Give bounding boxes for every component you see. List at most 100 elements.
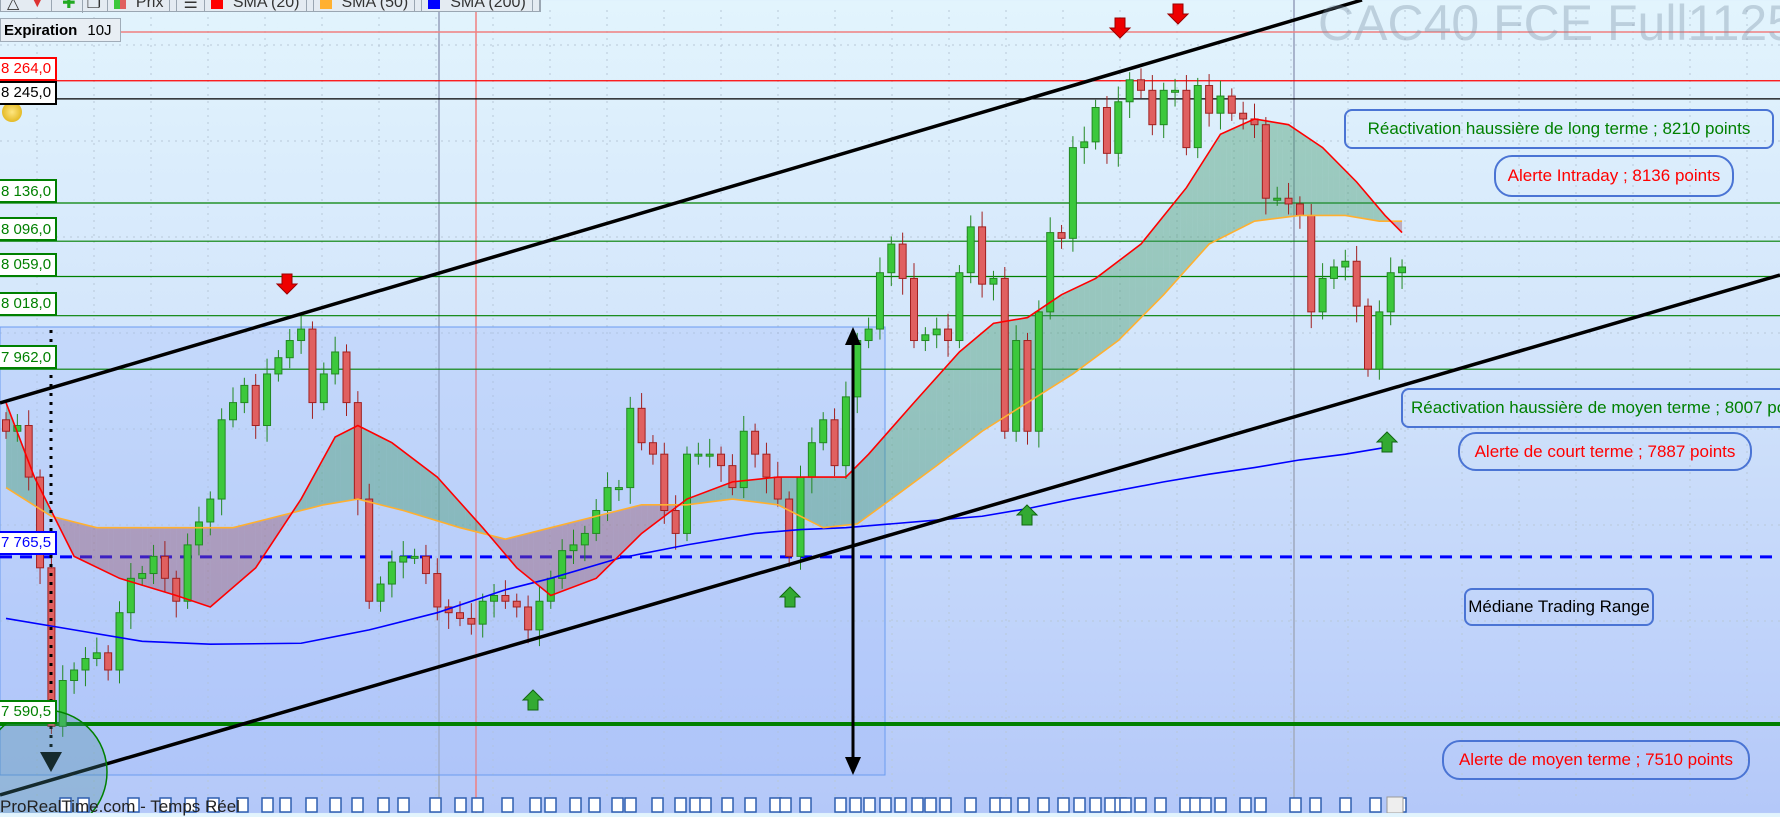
sma-cloud-fill: [721, 484, 727, 501]
candle-body: [217, 419, 226, 500]
annotation-medium-term-reactivation[interactable]: Réactivation haussière de moyen terme ; …: [1401, 388, 1780, 428]
candle-body: [183, 544, 192, 602]
sma-cloud-fill: [1277, 122, 1283, 219]
sma20-swatch-icon: [210, 0, 223, 9]
candle-body: [1364, 305, 1372, 370]
legend-sma50-label: SMA (50): [336, 0, 416, 12]
note-icon: [397, 797, 410, 813]
price-level-label[interactable]: 8 096,0: [0, 217, 58, 242]
sma-cloud-fill: [267, 517, 273, 551]
note-icon: [305, 797, 318, 813]
price-level-label[interactable]: 8 018,0: [0, 291, 58, 316]
expiration-value: 10J: [87, 21, 112, 39]
sma-cloud-fill: [204, 527, 211, 607]
sma-cloud-fill: [448, 489, 455, 526]
price-level-label[interactable]: 8 059,0: [0, 252, 58, 277]
sma-cloud-fill: [17, 432, 24, 499]
price-level-label[interactable]: 8 136,0: [0, 179, 58, 203]
note-icon: [588, 797, 601, 813]
price-level-label[interactable]: 8 264,0: [0, 56, 58, 81]
candle-body: [739, 430, 748, 489]
note-icon: [236, 797, 249, 813]
legend-price[interactable]: Prix: [108, 0, 178, 12]
sma-cloud-fill: [437, 477, 443, 523]
annotation-text: Réactivation haussière de long terme ; 8…: [1367, 119, 1751, 138]
sma20-line: [5, 118, 1403, 608]
footer-source: ProRealTime.com - Temps Réel: [0, 797, 240, 816]
note-icon: [744, 797, 757, 813]
annotation-intraday-alert[interactable]: Alerte Intraday ; 8136 points: [1494, 155, 1734, 197]
candle-body: [478, 600, 487, 625]
price-level-label[interactable]: 7 590,5: [0, 699, 58, 724]
sma-cloud-fill: [879, 434, 886, 508]
sma-cloud-fill: [85, 524, 92, 565]
sma-cloud-fill: [1084, 281, 1090, 366]
sell-arrow-icon: [1108, 17, 1132, 39]
price-level-label[interactable]: 8 245,0: [0, 80, 58, 105]
candle-body: [762, 453, 771, 478]
candle-body: [853, 340, 862, 398]
price-level-label[interactable]: 7 962,0: [0, 345, 58, 370]
sma-cloud-fill: [885, 428, 892, 504]
sma-cloud-fill: [1288, 124, 1295, 217]
expiration-box[interactable]: Expiration 10J: [0, 18, 121, 42]
candle-body: [1216, 95, 1225, 114]
note-icon: [624, 797, 637, 813]
price-level-label[interactable]: 7 765,5: [0, 530, 58, 555]
list-icon[interactable]: ☰: [177, 0, 205, 12]
sma-cloud-fill: [1282, 123, 1289, 218]
sma-cloud-fill: [896, 415, 903, 495]
note-icon: [1254, 797, 1267, 813]
candle-body: [1023, 340, 1032, 432]
sma-cloud-fill: [987, 323, 994, 428]
legend-sma200[interactable]: SMA (200): [422, 0, 540, 12]
note-icon: [454, 797, 467, 813]
buy-arrow-icon: [778, 586, 802, 608]
sma-cloud-fill: [363, 428, 370, 502]
legend-sma20[interactable]: SMA (20): [205, 0, 314, 12]
annotation-long-term-reactivation[interactable]: Réactivation haussière de long terme ; 8…: [1344, 109, 1774, 149]
candle-body: [229, 402, 237, 421]
alert-tools[interactable]: △ ▼ ✚ ❐: [1, 0, 108, 13]
sma-cloud-fill: [522, 533, 529, 578]
note-icon: [329, 797, 342, 813]
sma-cloud-fill: [1180, 187, 1187, 276]
candle-body: [92, 652, 101, 660]
sma-cloud-fill: [102, 527, 109, 573]
annotation-trading-range-median[interactable]: Médiane Trading Range: [1464, 588, 1654, 626]
sma-cloud-fill: [244, 523, 251, 578]
sma-cloud-fill: [993, 322, 1000, 425]
sma-cloud-fill: [108, 527, 114, 576]
annotation-text: Réactivation haussière de moyen terme ; …: [1411, 398, 1780, 417]
sma-cloud-fill: [1101, 269, 1107, 354]
sma-cloud-fill: [420, 464, 426, 518]
note-icon: [569, 797, 582, 813]
sma-cloud-fill: [125, 527, 131, 582]
sma-cloud-fill: [1089, 278, 1096, 362]
sma-cloud-fill: [817, 477, 824, 528]
sma-cloud-fill: [1055, 294, 1062, 385]
candle-body: [433, 573, 442, 608]
sma-cloud-fill: [755, 478, 761, 503]
sma-cloud-fill: [942, 364, 949, 462]
bell-icon[interactable]: [2, 102, 22, 122]
candle-body: [104, 652, 113, 671]
sma-cloud-fill: [823, 477, 829, 528]
note-icon: [894, 797, 907, 813]
sma-cloud-fill: [193, 527, 199, 604]
legend-sma50[interactable]: SMA (50): [314, 0, 423, 12]
candle-body: [308, 328, 317, 404]
sma-cloud-fill: [1226, 129, 1232, 236]
annotation-short-term-alert[interactable]: Alerte de court terme ; 7887 points: [1458, 432, 1752, 471]
candle-body: [1080, 141, 1089, 149]
sma-cloud-fill: [919, 389, 926, 479]
sma-cloud-fill: [1209, 143, 1215, 245]
candle-body: [717, 453, 726, 467]
annotation-medium-term-alert[interactable]: Alerte de moyen terme ; 7510 points: [1442, 740, 1750, 780]
annotation-text: Médiane Trading Range: [1468, 597, 1650, 616]
sell-arrow-icon: [1166, 3, 1190, 25]
candle-body: [149, 555, 158, 575]
sma-cloud-fill: [936, 370, 943, 466]
legend-sma200-label: SMA (200): [444, 0, 533, 12]
